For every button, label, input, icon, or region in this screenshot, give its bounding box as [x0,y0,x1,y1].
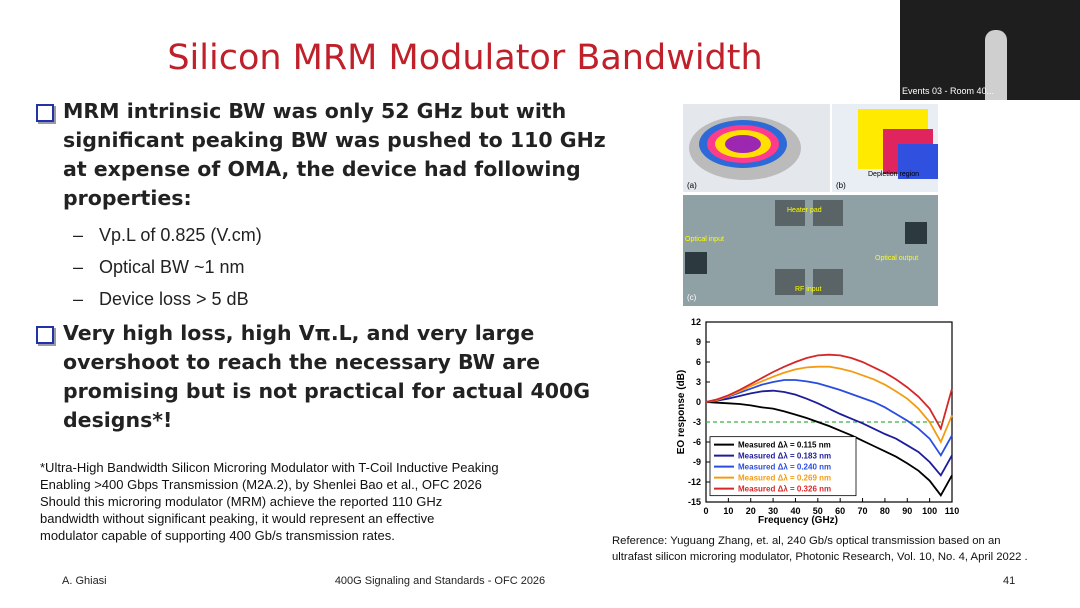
y-tick-label: -15 [688,497,701,507]
footer-center: 400G Signaling and Standards - OFC 2026 [334,575,546,587]
figure-label: (a) [687,181,697,190]
bullet-line: MRM intrinsic BW was only 52 GHz but wit… [63,99,567,123]
bullet-line: at expense of OMA, the device had follow… [63,157,581,181]
footnote-line: bandwidth without significant peaking, i… [40,511,435,526]
figure-label: Optical output [875,255,918,262]
bullet-line: overshoot to reach the necessary BW are [63,350,541,374]
x-tick-label: 40 [790,506,800,516]
webcam-label: Events 03 - Room 40... [902,86,995,96]
sub-bullet: Device loss > 5 dB [99,289,249,309]
footer-left: A. Ghiasi [62,575,107,587]
reference-line: ultrafast silicon microring modulator, P… [612,551,1028,563]
series-line [705,389,953,477]
ring [725,135,761,153]
y-axis-title: EO response (dB) [676,370,687,454]
y-tick-label: -3 [693,417,701,427]
x-tick-label: 0 [703,506,708,516]
footnote-line: Enabling >400 Gbps Transmission (M2A.2),… [40,477,482,492]
pad [813,269,843,295]
y-tick-label: 9 [696,337,701,347]
figure-c [683,195,938,306]
footnote-line: modulator capable of supporting 400 Gb/s… [40,528,395,543]
legend-label: Measured Δλ = 0.115 nm [738,441,831,450]
webcam: Events 03 - Room 40... [900,0,1080,100]
sub-dash: – [73,289,84,309]
x-tick-label: 20 [746,506,756,516]
bullet-line: significant peaking BW was pushed to 110… [63,128,606,152]
speaker [985,30,1007,100]
slide-title: Silicon MRM Modulator Bandwidth [167,38,763,78]
series-line [705,379,953,458]
pad [775,269,805,295]
bullet-icon [36,104,54,122]
x-tick-label: 50 [813,506,823,516]
x-tick-label: 90 [902,506,912,516]
figure-label: Depletion region [868,171,919,178]
reference-line: Reference: Yuguang Zhang, et. al, 240 Gb… [612,535,1001,547]
plot-frame [705,321,953,503]
sub-bullet: Optical BW ~1 nm [99,257,245,277]
x-tick-label: 70 [858,506,868,516]
figure-label: Heater pad [787,207,822,214]
x-tick-label: 60 [835,506,845,516]
sub-bullet: Vp.L of 0.825 (V.cm) [99,225,262,245]
chart: Frequency (GHz) EO response (dB) 0 10 20 30… [676,317,960,526]
y-tick-label: 3 [696,377,701,387]
y-tick-label: -6 [693,437,701,447]
y-tick-label: 12 [691,317,701,327]
footnote-line: *Ultra-High Bandwidth Silicon Microring … [40,460,499,475]
legend-label: Measured Δλ = 0.269 nm [738,474,831,483]
legend-label: Measured Δλ = 0.183 nm [738,452,831,461]
sub-dash: – [73,225,84,245]
bullet-line: properties: [63,186,192,210]
pad [813,200,843,226]
bullet-line: designs*! [63,408,173,432]
pad [775,200,805,226]
series-line [705,353,953,432]
x-tick-label: 110 [945,506,960,516]
y-tick-label: 0 [696,397,701,407]
x-tick-label: 100 [922,506,937,516]
bullet-line: Very high loss, high Vπ.L, and very larg… [63,321,535,345]
pad [905,222,927,244]
sub-dash: – [73,257,84,277]
series-line [705,365,953,445]
figure-label: (b) [836,181,846,190]
series-line [705,401,953,497]
legend-box [709,436,857,497]
figure-label: RF input [795,286,822,293]
footnote-line: Should this microring modulator (MRM) ac… [40,494,443,509]
footer-right: 41 [1003,575,1016,587]
x-tick-label: 10 [723,506,733,516]
bullet-line: promising but is not practical for actua… [63,379,591,403]
bullet-icon [36,326,54,344]
legend-label: Measured Δλ = 0.326 nm [738,485,831,494]
x-axis-title: Frequency (GHz) [758,515,838,526]
device-figures: (a) (b) Depletion region Heater pad Opti… [683,104,938,306]
y-tick-label: 6 [696,357,701,367]
pad [685,252,707,274]
figure-label: (c) [687,293,697,302]
figure-label: Optical input [685,236,724,243]
x-tick-label: 30 [768,506,778,516]
x-tick-label: 80 [880,506,890,516]
y-tick-label: -9 [693,457,701,467]
cross-section [898,144,938,179]
legend-label: Measured Δλ = 0.240 nm [738,463,831,472]
y-tick-label: -12 [688,477,701,487]
